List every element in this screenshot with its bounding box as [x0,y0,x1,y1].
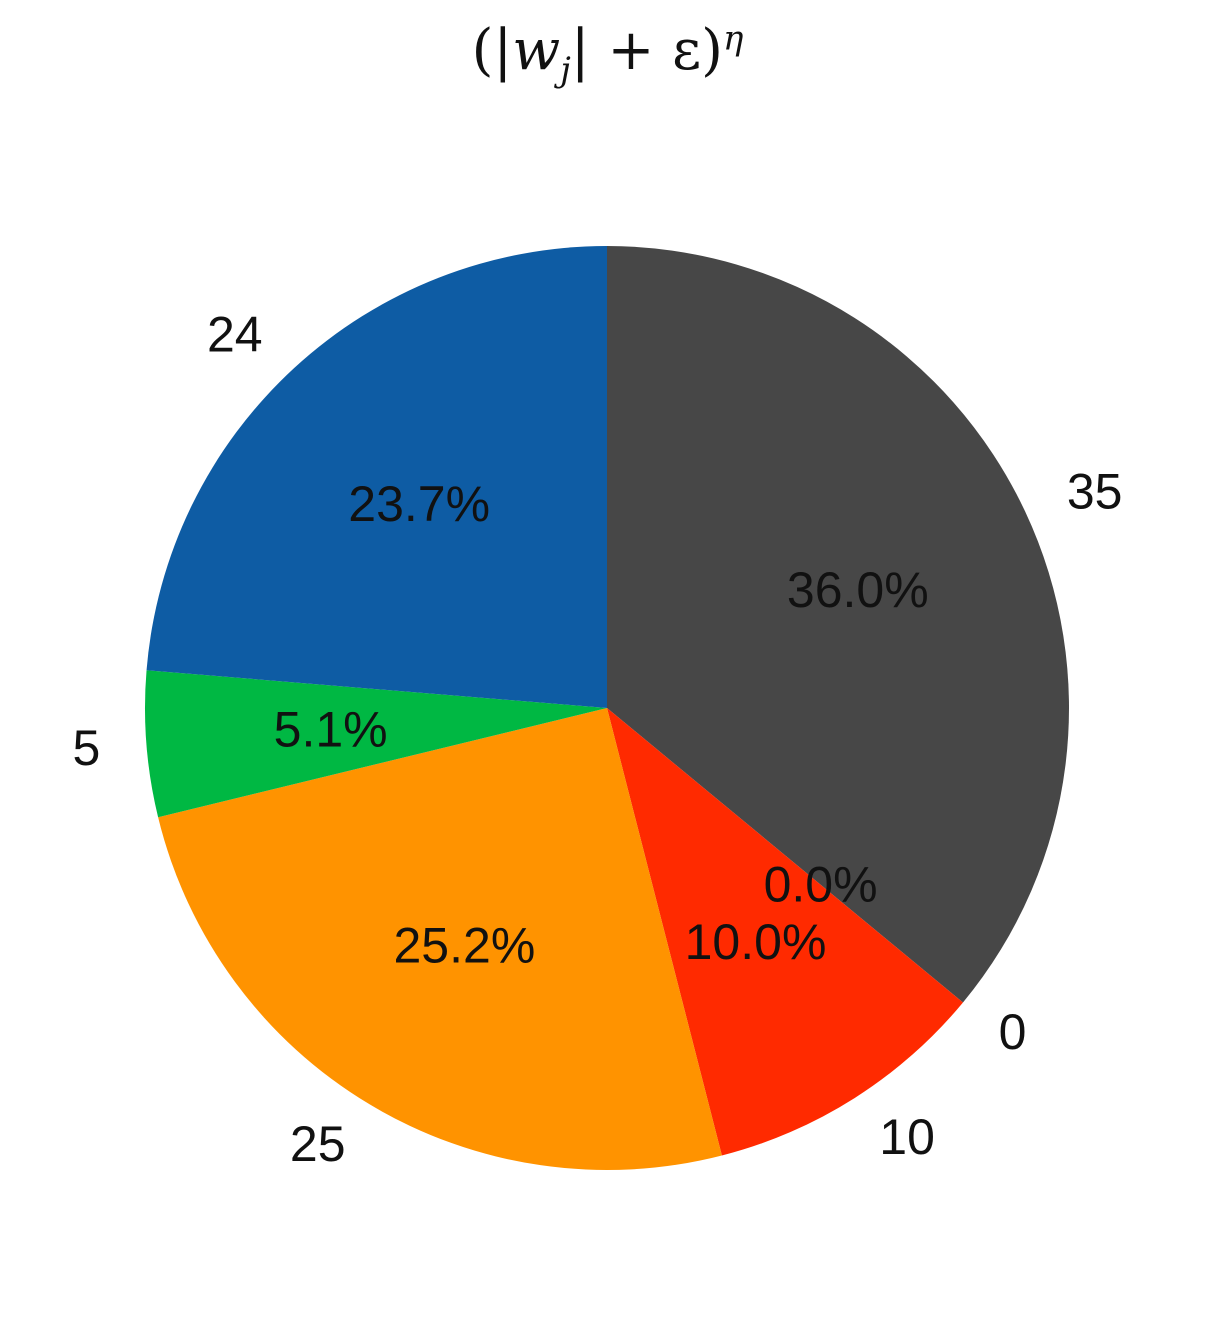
pie-slice-24-5 [146,246,607,708]
title-mid: | + ε) [570,18,724,83]
pie-slice-25-3 [158,708,722,1170]
pie-slice-5-4 [145,670,607,818]
pct-label-25-3: 25.2% [394,918,536,974]
category-labels: 35 0 10 25 5 24 [73,306,1123,1172]
pct-label-0-1: 0.0% [764,857,878,913]
title-sup: η [723,18,744,59]
title-var: w [512,18,561,83]
category-label-10-2: 10 [879,1109,935,1165]
chart-title: (|wj| + ε)η [0,18,1215,90]
pie-slice-35-0 [607,246,1069,1003]
pct-label-10-2: 10.0% [685,914,827,970]
title-open: (| [471,18,513,83]
pie-slices [145,246,1069,1170]
title-sub: j [560,50,571,91]
pct-label-35-0: 36.0% [787,562,929,618]
category-label-25-3: 25 [290,1116,346,1172]
category-label-24-5: 24 [207,306,263,362]
pie-slice-10-2 [607,708,963,1156]
percent-labels: 36.0% 0.0%10.0% 25.2% 5.1% 23.7% [274,476,929,974]
category-label-5-4: 5 [73,720,101,776]
pct-label-24-5: 23.7% [348,476,490,532]
category-label-0-1: 0 [999,1004,1027,1060]
category-label-35-0: 35 [1067,464,1123,520]
pct-label-5-4: 5.1% [274,702,388,758]
